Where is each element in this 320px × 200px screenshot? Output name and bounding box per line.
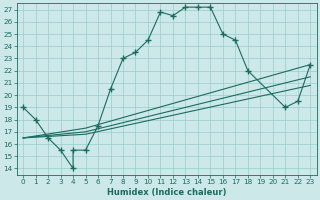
X-axis label: Humidex (Indice chaleur): Humidex (Indice chaleur) [107,188,227,197]
